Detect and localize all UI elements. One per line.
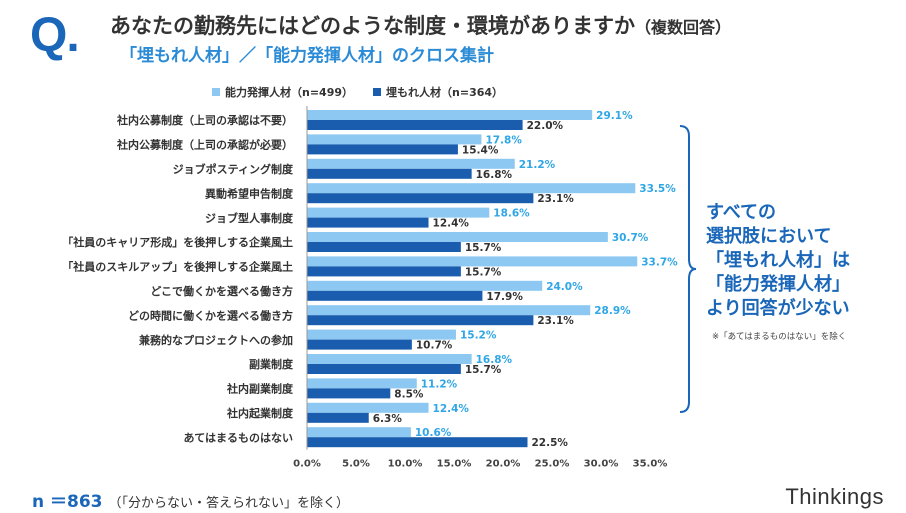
- x-tick-label: 25.0%: [535, 459, 570, 470]
- data-label: 12.4%: [433, 403, 470, 415]
- bar-high-performer: [307, 378, 417, 389]
- category-label: 「社員のスキルアップ」を後押しする企業風土: [62, 260, 293, 274]
- bar-buried: [307, 217, 429, 228]
- bar-buried: [307, 290, 483, 301]
- bar-buried: [307, 315, 534, 326]
- sample-size-note: （「分からない・答えられない」を除く）: [108, 496, 350, 511]
- category-label: あてはまるものはない: [183, 431, 293, 444]
- legend-item-buried: 埋もれ人材（n=364）: [373, 84, 503, 100]
- data-label: 15.4%: [462, 144, 499, 156]
- bar-high-performer: [307, 402, 429, 413]
- bar-high-performer: [307, 354, 472, 364]
- legend-swatch-dark: [373, 88, 382, 96]
- bar-high-performer: [307, 134, 482, 145]
- legend-label-buried: 埋もれ人材（n=364）: [386, 86, 504, 99]
- data-label: 6.3%: [373, 413, 403, 425]
- data-label: 15.7%: [465, 242, 502, 254]
- bar-high-performer: [307, 183, 636, 194]
- data-label: 15.7%: [465, 266, 502, 278]
- category-label: 社内起業制度: [226, 406, 294, 420]
- data-label: 10.7%: [416, 340, 453, 352]
- bar-buried: [307, 193, 534, 204]
- category-label: 兼務的なプロジェクトへの参加: [139, 333, 293, 347]
- data-label: 28.9%: [594, 305, 631, 317]
- sample-size: n ＝863 （「分からない・答えられない」を除く）: [32, 487, 349, 512]
- data-label: 29.1%: [596, 110, 633, 122]
- data-label: 24.0%: [546, 281, 583, 293]
- brand-logo-text: Thinkings: [785, 484, 884, 509]
- bar-buried: [307, 120, 523, 130]
- data-label: 16.8%: [476, 354, 513, 366]
- x-tick-label: 15.0%: [437, 459, 472, 470]
- bar-high-performer: [307, 305, 591, 316]
- bar-buried: [307, 388, 391, 399]
- data-label: 18.6%: [493, 208, 530, 220]
- category-label: 副業制度: [249, 357, 294, 371]
- data-label: 17.9%: [486, 291, 523, 303]
- x-tick-label: 30.0%: [584, 459, 619, 470]
- data-label: 15.7%: [465, 364, 502, 376]
- data-label: 17.8%: [485, 134, 522, 146]
- sample-size-value: n ＝863: [32, 492, 103, 512]
- bar-high-performer: [307, 232, 608, 242]
- bar-high-performer: [307, 256, 638, 267]
- legend-swatch-light: [212, 88, 220, 96]
- title-note: （複数回答）: [635, 18, 732, 37]
- data-label: 21.2%: [519, 159, 556, 171]
- data-label: 22.5%: [532, 437, 569, 449]
- category-label: 異動希望申告制度: [205, 186, 294, 200]
- callout-text: すべての 選択肢において 「埋もれ人材」は 「能力発揮人材」 より回答が少ない: [706, 202, 850, 319]
- bar-high-performer: [307, 110, 593, 120]
- data-label: 33.7%: [641, 256, 678, 268]
- data-label: 30.7%: [612, 232, 649, 244]
- category-label: 社内公募制度（上司の承認は不要）: [116, 113, 293, 127]
- legend-item-high-performer: 能力発揮人材（n=499）: [212, 84, 353, 100]
- data-label: 22.0%: [527, 120, 564, 132]
- data-label: 23.1%: [537, 193, 574, 205]
- question-mark-label: Q.: [30, 9, 80, 62]
- category-label: 社内副業制度: [226, 382, 294, 396]
- legend-label-high-performer: 能力発揮人材（n=499）: [225, 86, 354, 99]
- category-label: どこで働くかを選べる働き方: [150, 284, 293, 298]
- page-title: あなたの勤務先にはどのような制度・環境がありますか（複数回答）: [110, 10, 731, 40]
- bar-high-performer: [307, 280, 543, 291]
- chart-legend: 能力発揮人材（n=499） 埋もれ人材（n=364）: [212, 84, 503, 100]
- x-tick-label: 35.0%: [633, 459, 668, 470]
- bar-high-performer: [307, 207, 490, 218]
- bar-buried: [307, 364, 461, 374]
- data-label: 11.2%: [421, 378, 458, 390]
- data-label: 12.4%: [433, 218, 470, 230]
- category-label: 社内公募制度（上司の承認が必要）: [116, 138, 293, 152]
- data-label: 23.1%: [537, 315, 574, 327]
- bar-high-performer: [307, 158, 515, 169]
- bar-buried: [307, 412, 369, 423]
- bar-buried: [307, 242, 461, 252]
- title-main: あなたの勤務先にはどのような制度・環境がありますか: [110, 14, 635, 38]
- callout-note: ※「あてはまるものはない」を除く: [712, 332, 847, 342]
- data-label: 10.6%: [415, 427, 452, 439]
- category-label: どの時間に働くかを選べる働き方: [128, 308, 293, 322]
- bar-high-performer: [307, 427, 411, 438]
- bar-buried: [307, 339, 412, 350]
- x-tick-label: 0.0%: [293, 459, 321, 470]
- category-label: ジョブポスティング制度: [173, 162, 294, 176]
- category-label: 「社員のキャリア形成」を後押しする企業風土: [62, 235, 293, 249]
- bar-buried: [307, 437, 528, 448]
- category-label: ジョブ型人事制度: [205, 211, 294, 225]
- page-subtitle: 「埋もれ人材」／「能力発揮人材」のクロス集計: [120, 46, 494, 66]
- bar-buried: [307, 168, 472, 179]
- x-tick-label: 20.0%: [486, 459, 521, 470]
- data-label: 16.8%: [476, 169, 513, 181]
- bar-buried: [307, 266, 461, 277]
- x-tick-label: 10.0%: [388, 459, 423, 470]
- bar-high-performer: [307, 329, 456, 340]
- data-label: 33.5%: [639, 183, 676, 195]
- data-label: 15.2%: [460, 330, 497, 342]
- data-label: 8.5%: [394, 388, 424, 400]
- x-tick-label: 5.0%: [342, 459, 370, 470]
- bar-buried: [307, 144, 458, 155]
- callout-bracket: [679, 125, 697, 413]
